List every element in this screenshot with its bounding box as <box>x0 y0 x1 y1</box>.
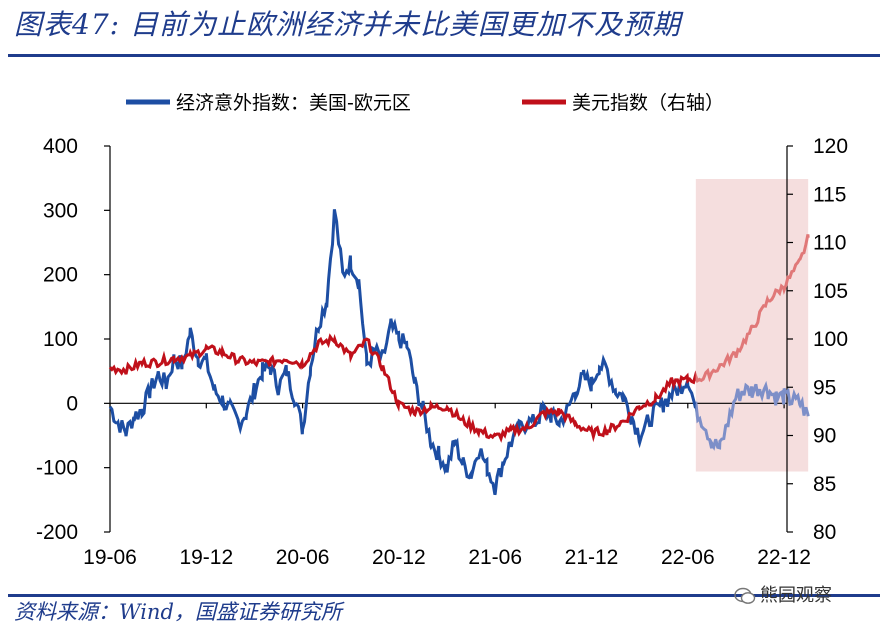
y-right-tick-label: 85 <box>813 473 836 496</box>
y-left-tick-label: -200 <box>36 521 78 544</box>
figure-title: 图表47: 目前为止欧洲经济并未比美国更加不及预期 <box>14 8 681 41</box>
x-tick-label: 19-12 <box>179 546 233 569</box>
watermark: 熊园观察 <box>734 585 832 607</box>
y-left-tick-label: 300 <box>43 199 78 222</box>
series-line-dollar-index <box>108 333 696 443</box>
y-right-tick-label: 105 <box>813 280 848 303</box>
y-right-tick-label: 90 <box>813 425 836 448</box>
series-line-surprise-index <box>108 209 696 496</box>
dual-axis-line-chart: 400 300 200 100 0 -100 -200 120 115 110 105 100 95 90… <box>36 92 848 569</box>
legend: 经济意外指数：美国-欧元区 美元指数（右轴） <box>126 92 724 114</box>
y-right-tick-label: 100 <box>813 328 848 351</box>
legend-label-dollar-index: 美元指数（右轴） <box>572 92 724 114</box>
x-tick-label: 22-06 <box>661 546 715 569</box>
x-tick-label: 19-06 <box>83 546 137 569</box>
y-right-tick-label: 115 <box>813 183 846 206</box>
y-left-tick-label: 400 <box>43 135 78 158</box>
x-tick-label: 20-12 <box>372 546 426 569</box>
y-right-tick-label: 95 <box>813 376 836 399</box>
wechat-icon <box>734 587 756 604</box>
y-left-tick-label: 0 <box>66 392 78 415</box>
x-tick-label: 21-12 <box>565 546 619 569</box>
y-left-tick-label: 200 <box>43 264 78 287</box>
watermark-text: 熊园观察 <box>760 585 832 606</box>
y-right-tick-label: 120 <box>813 135 848 158</box>
x-tick-label: 20-06 <box>276 546 330 569</box>
y-left-tick-label: 100 <box>43 328 78 351</box>
legend-label-surprise-index: 经济意外指数：美国-欧元区 <box>176 92 411 114</box>
source-note: 资料来源：Wind，国盛证券研究所 <box>14 600 342 624</box>
y-left-tick-label: -100 <box>36 457 78 480</box>
y-right-tick-label: 80 <box>813 521 836 544</box>
x-tick-label: 21-06 <box>468 546 522 569</box>
y-right-tick-label: 110 <box>813 232 846 255</box>
x-tick-label: 22-12 <box>757 546 811 569</box>
title-underline <box>8 54 880 57</box>
source-rule <box>8 594 880 597</box>
